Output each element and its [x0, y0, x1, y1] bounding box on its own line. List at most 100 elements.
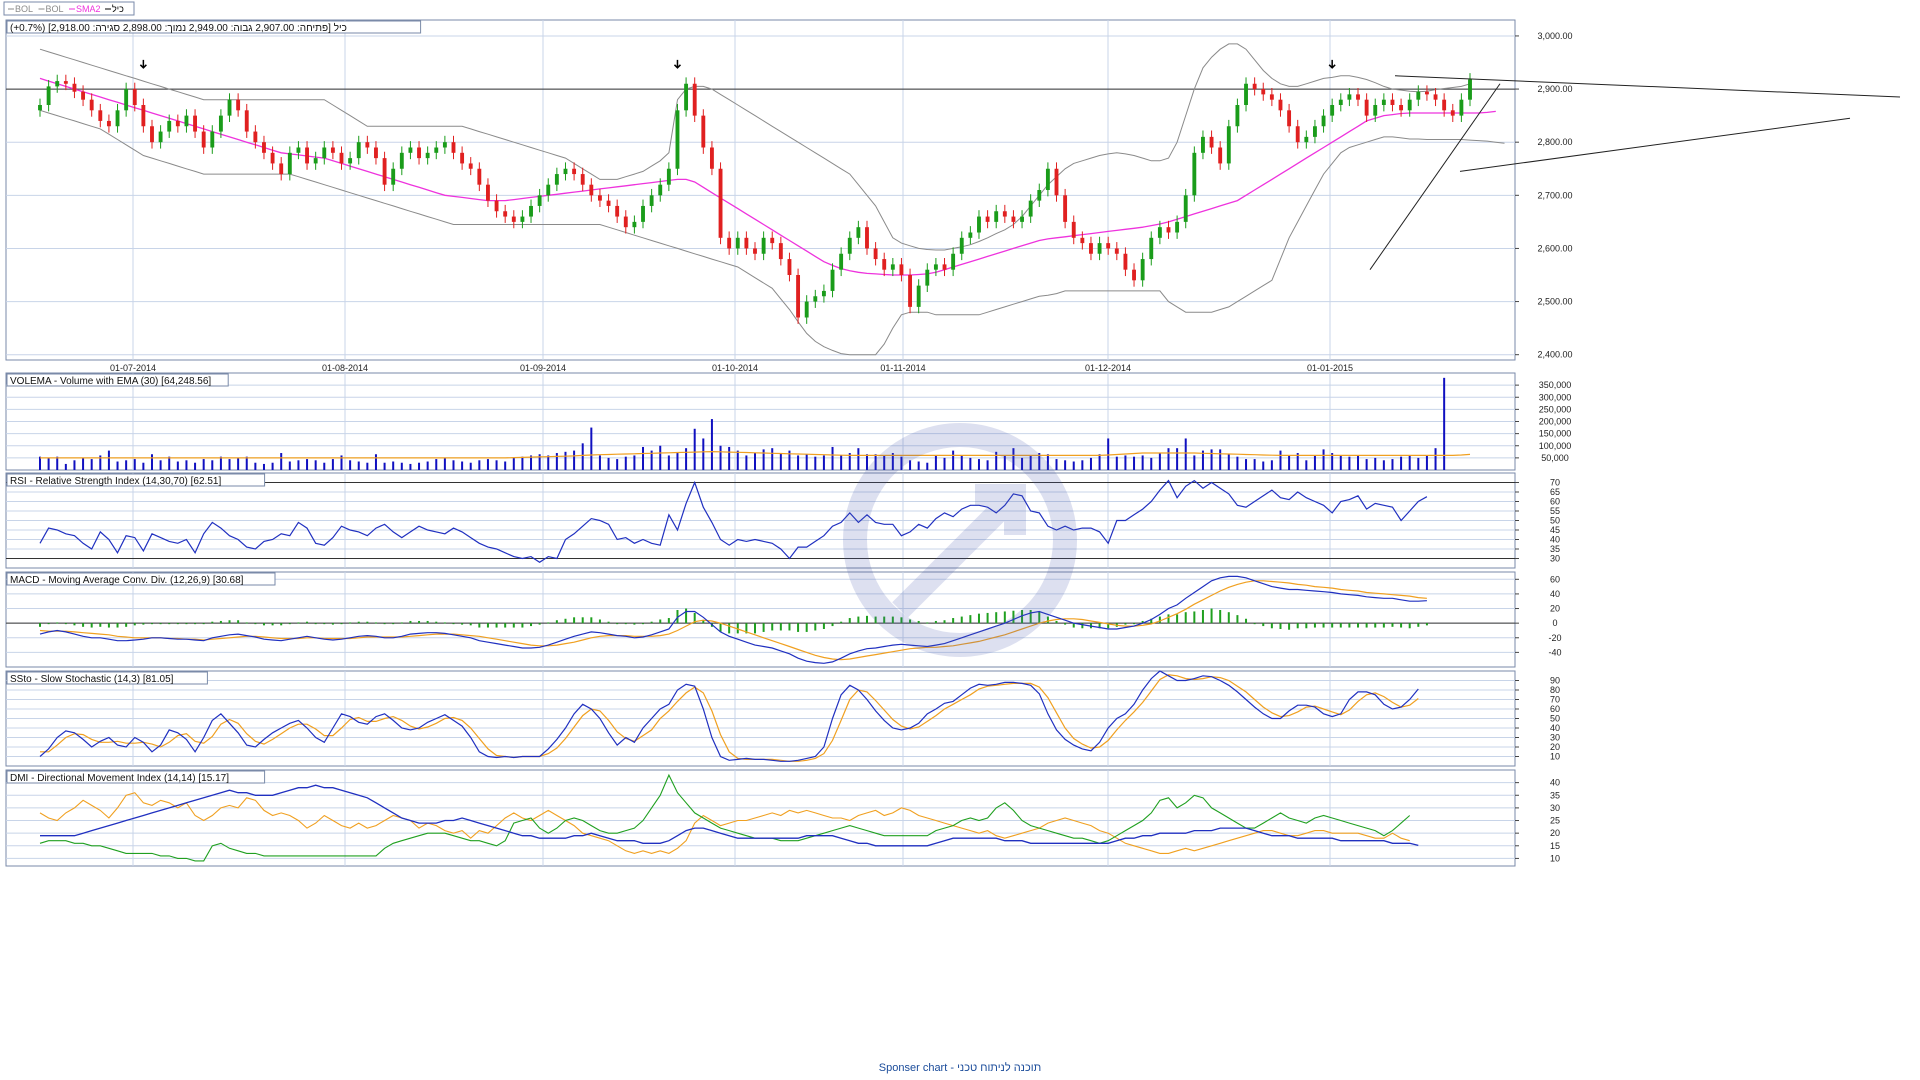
volume-bar: [1003, 455, 1006, 470]
candle-body: [684, 83, 689, 111]
y-tick-label-5: 25: [1550, 816, 1560, 826]
candle-body: [882, 259, 887, 270]
volume-bar: [538, 454, 541, 470]
macd-histogram-bar: [478, 623, 481, 628]
macd-histogram-bar: [194, 623, 197, 625]
volume-bar: [1124, 455, 1127, 470]
candle-body: [890, 264, 895, 270]
macd-histogram-bar: [116, 623, 119, 628]
volume-bar: [581, 443, 584, 470]
y-tick-label-5: 35: [1550, 790, 1560, 800]
y-tick-label-5: 10: [1550, 853, 1560, 863]
volume-bar: [1331, 453, 1334, 470]
y-tick-label-2: 50: [1550, 516, 1560, 526]
candle-body: [1347, 94, 1352, 100]
candle-body: [744, 237, 749, 249]
macd-histogram-bar: [340, 623, 343, 625]
candle-body: [339, 152, 344, 164]
macd-histogram-bar: [805, 623, 808, 632]
candle-body: [1278, 99, 1283, 111]
macd-histogram-bar: [1374, 623, 1377, 628]
candle-body: [951, 253, 956, 270]
volume-bar: [1245, 459, 1248, 470]
volume-bar: [331, 459, 334, 470]
candle-body: [1218, 147, 1223, 164]
macd-histogram-bar: [754, 623, 756, 634]
macd-histogram-bar: [486, 623, 489, 628]
volume-bar: [469, 462, 472, 470]
y-tick-label-0: 2,500.00: [1537, 297, 1572, 307]
candle-body: [1054, 168, 1059, 196]
volume-bar: [1279, 450, 1282, 470]
volume-bar: [357, 461, 360, 470]
macd-histogram-bar: [1150, 618, 1153, 624]
volume-bar: [168, 456, 171, 470]
macd-histogram-bar: [745, 623, 748, 634]
candle-body: [1338, 99, 1343, 105]
candle-body: [287, 152, 292, 175]
volume-bar: [685, 448, 688, 470]
y-tick-label-4: 50: [1550, 714, 1560, 724]
volume-bar: [754, 453, 756, 470]
volume-bar: [822, 455, 825, 470]
volume-bar: [1391, 459, 1394, 470]
macd-histogram-bar: [1425, 623, 1428, 626]
candle-body: [925, 269, 930, 286]
candle-body: [787, 259, 792, 275]
macd-histogram-bar: [1262, 623, 1265, 627]
volume-bar: [150, 454, 153, 470]
candle-body: [1252, 83, 1257, 90]
candle-body: [1407, 99, 1412, 111]
candle-body: [520, 216, 525, 222]
volume-bar: [633, 455, 636, 470]
macd-histogram-bar: [1133, 623, 1136, 625]
macd-histogram-bar: [1348, 623, 1351, 628]
candle-body: [821, 290, 826, 297]
macd-histogram-bar: [995, 612, 998, 624]
y-tick-label-0: 2,900.00: [1537, 84, 1572, 94]
macd-histogram-bar: [133, 623, 136, 626]
macd-histogram-bar: [1288, 623, 1291, 630]
candle-body: [942, 264, 947, 270]
panel-title-4: SSto - Slow Stochastic (14,3) [81.05]: [10, 674, 174, 685]
candle-body: [761, 237, 766, 254]
macd-histogram-bar: [1176, 614, 1179, 624]
candle-body: [718, 168, 723, 238]
candle-body: [1390, 99, 1395, 105]
volume-bar: [1443, 377, 1446, 470]
macd-histogram-bar: [1365, 623, 1368, 628]
candle-body: [1244, 83, 1248, 105]
candle-body: [1330, 105, 1335, 116]
macd-histogram-bar: [1029, 610, 1032, 624]
macd-histogram-bar: [1064, 623, 1067, 625]
candle-body: [477, 168, 482, 185]
volume-bar: [1158, 453, 1161, 470]
macd-histogram-bar: [667, 618, 670, 624]
panel-frame-3: [5, 571, 1516, 668]
y-tick-label-0: 2,600.00: [1537, 243, 1572, 253]
volume-bar: [977, 459, 980, 470]
panel-frame-5: [5, 769, 1516, 867]
macd-histogram-bar: [452, 623, 455, 625]
x-tick-label: 01-01-2015: [1307, 363, 1353, 373]
y-tick-label-1: 350,000: [1539, 380, 1572, 390]
macd-histogram-bar: [374, 622, 377, 624]
candle-body: [425, 152, 430, 159]
volume-bar: [1141, 455, 1144, 470]
macd-histogram-bar: [848, 618, 851, 624]
candle-body: [460, 152, 465, 164]
candle-body: [537, 195, 542, 206]
volume-bar: [478, 460, 481, 470]
macd-histogram-bar: [168, 623, 171, 625]
candle-body: [563, 168, 568, 175]
candle-body: [778, 243, 783, 260]
y-tick-label-0: 2,800.00: [1537, 137, 1572, 147]
candle-body: [873, 248, 878, 260]
macd-histogram-bar: [306, 621, 309, 624]
macd-histogram-bar: [771, 623, 774, 631]
macd-histogram-bar: [788, 623, 791, 631]
macd-histogram-bar: [1081, 623, 1084, 629]
candle-body: [658, 184, 663, 196]
macd-line: [39, 575, 1427, 664]
volume-bar: [133, 459, 136, 470]
